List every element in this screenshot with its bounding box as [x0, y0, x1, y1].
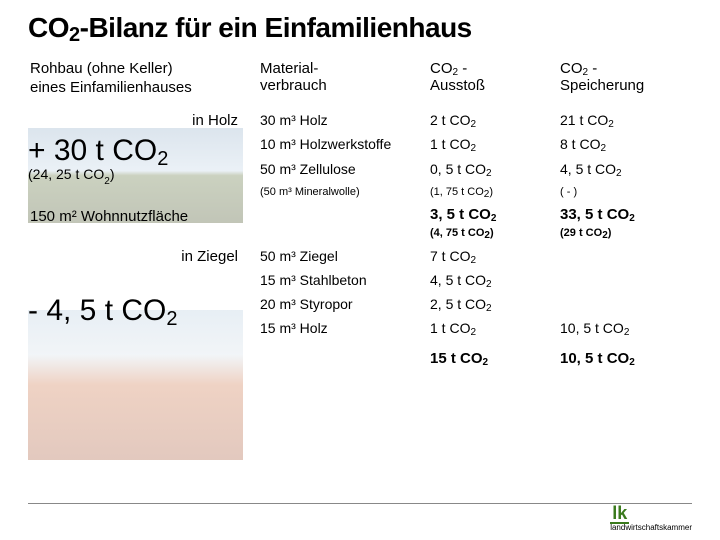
- hdr-left-l2: eines Einfamilienhauses: [30, 79, 192, 96]
- rs-mat: (50 m³ Mineralwolle): [258, 182, 428, 202]
- logo-lk: lk: [610, 504, 629, 524]
- z0-mat: 50 m³ Ziegel: [258, 244, 428, 268]
- hdr-c3s: -: [588, 60, 597, 77]
- rs-sp: ( - ): [558, 182, 688, 202]
- z1-sp: [558, 268, 688, 292]
- z1-mat: 15 m³ Stahlbeton: [258, 268, 428, 292]
- footer-logo: lk landwirtschaftskammer: [610, 504, 692, 532]
- z3-mat: 15 m³ Holz: [258, 316, 428, 340]
- blank-a: [28, 182, 258, 202]
- r2-sp: 4, 5 t CO2: [558, 157, 688, 182]
- z1-aus: 4, 5 t CO2: [428, 268, 558, 292]
- sum-ziegel-aus: 15 t CO2: [428, 340, 558, 371]
- sum-ziegel-sp: 10, 5 t CO2: [558, 340, 688, 371]
- r1-mat: 10 m³ Holzwerkstoffe: [258, 132, 428, 157]
- r2-aus: 0, 5 t CO2: [428, 157, 558, 182]
- hdr-c2b: Ausstoß: [430, 77, 485, 94]
- hdr-c1a: Material-: [260, 60, 318, 77]
- r1-sp: 8 t CO2: [558, 132, 688, 157]
- r0-aus: 2 t CO2: [428, 108, 558, 132]
- logo-text1: landwirtschaftskammer: [610, 523, 692, 532]
- r0-mat: 30 m³ Holz: [258, 108, 428, 132]
- ziegel-big: - 4, 5 t CO2: [28, 292, 258, 340]
- sum-holz-aus: 3, 5 t CO2 (4, 75 t CO2): [428, 202, 558, 244]
- header-material: Material- verbrauch: [258, 56, 428, 108]
- ziegel-label: in Ziegel: [28, 244, 258, 268]
- blank-e: [258, 340, 428, 371]
- z2-mat: 20 m³ Styropor: [258, 292, 428, 316]
- hdr-c2s: -: [458, 60, 467, 77]
- holz-note: (24, 25 t CO2): [28, 167, 258, 182]
- z3-aus: 1 t CO2: [428, 316, 558, 340]
- title-post: -Bilanz für ein Einfamilienhaus: [80, 12, 472, 43]
- blank-b: [258, 202, 428, 244]
- hdr-c2p: CO: [430, 60, 453, 77]
- title-pre: CO: [28, 12, 69, 43]
- title-sub: 2: [69, 24, 80, 46]
- holz-label: in Holz: [28, 108, 258, 132]
- z2-sp: [558, 292, 688, 316]
- rs-aus: (1, 75 t CO2): [428, 182, 558, 202]
- r2-mat: 50 m³ Zellulose: [258, 157, 428, 182]
- holz-big: + 30 t CO2 (24, 25 t CO2): [28, 132, 258, 182]
- hdr-c3b: Speicherung: [560, 77, 644, 94]
- data-table: Rohbau (ohne Keller) eines Einfamilienha…: [28, 56, 692, 371]
- page-title: CO2-Bilanz für ein Einfamilienhaus: [28, 12, 692, 44]
- z2-aus: 2, 5 t CO2: [428, 292, 558, 316]
- r1-aus: 1 t CO2: [428, 132, 558, 157]
- z0-aus: 7 t CO2: [428, 244, 558, 268]
- header-speicherung: CO2 - Speicherung: [558, 56, 688, 108]
- hdr-c3p: CO: [560, 60, 583, 77]
- blank-d: [28, 340, 258, 371]
- hdr-left-l1: Rohbau (ohne Keller): [30, 60, 173, 77]
- r0-sp: 21 t CO2: [558, 108, 688, 132]
- footer-rule: [28, 503, 692, 504]
- header-ausstoss: CO2 - Ausstoß: [428, 56, 558, 108]
- z0-sp: [558, 244, 688, 268]
- z3-sp: 10, 5 t CO2: [558, 316, 688, 340]
- hdr-c1b: verbrauch: [260, 77, 327, 94]
- header-left: Rohbau (ohne Keller) eines Einfamilienha…: [28, 56, 258, 108]
- blank-c: [28, 268, 258, 292]
- sum-holz-sp: 33, 5 t CO2 (29 t CO2): [558, 202, 688, 244]
- area-label: 150 m² Wohnnutzfläche: [28, 202, 258, 244]
